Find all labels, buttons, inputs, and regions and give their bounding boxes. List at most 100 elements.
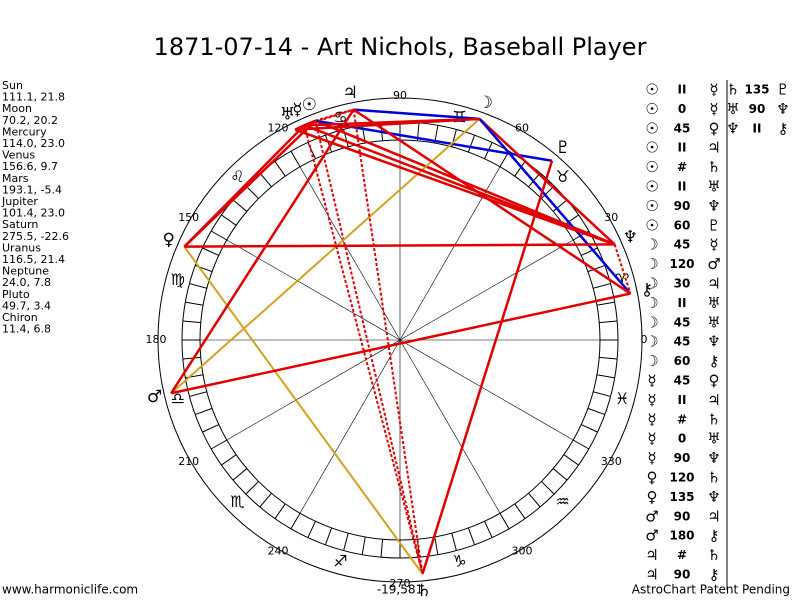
degree-tick (467, 527, 476, 546)
aspect-glyph: ♅ (726, 100, 739, 118)
aspect-line (170, 118, 481, 395)
aspect-glyph: ♃ (707, 275, 720, 293)
aspect-glyph: ☽ (645, 294, 658, 312)
degree-tick (451, 533, 457, 551)
degree-tick (189, 391, 207, 397)
degree-tick (484, 521, 493, 538)
planet-coords: 70.2, 20.2 (2, 114, 58, 127)
aspect-glyph: ☽ (645, 275, 658, 293)
aspect-type: 30 (674, 277, 691, 291)
degree-tick (221, 214, 237, 226)
aspect-type: II (678, 83, 687, 97)
degree-tick (552, 468, 568, 481)
degree-tick (499, 512, 510, 530)
degree-tick (232, 199, 248, 212)
aspect-type: 120 (669, 471, 694, 485)
planet-name: Mars (2, 172, 29, 185)
aspect-glyph: ⚷ (709, 527, 720, 545)
planet-glyph: ♂ (147, 387, 162, 407)
degree-tick (581, 247, 598, 256)
aspect-type: 0 (678, 432, 686, 446)
degree-tick (434, 536, 439, 555)
degree-tick (221, 454, 237, 466)
spoke (399, 339, 574, 441)
degree-tick (324, 527, 333, 546)
aspect-glyph: ☉ (645, 100, 658, 118)
footer-center: -19,581 (377, 583, 423, 597)
degree-tick (593, 283, 611, 289)
degree-label: 0 (641, 333, 648, 346)
degree-tick (572, 439, 590, 450)
aspect-lines (170, 108, 632, 575)
degree-tick (245, 185, 259, 199)
aspect-type: # (677, 412, 687, 426)
degree-tick (259, 172, 272, 188)
planet-name: Saturn (2, 218, 38, 231)
degree-tick (245, 481, 259, 495)
degree-label: 150 (178, 211, 199, 224)
degree-tick (194, 407, 213, 416)
aspect-glyph: ☿ (647, 410, 656, 428)
planet-glyph: ☿ (292, 100, 302, 120)
aspect-line (613, 244, 632, 294)
aspect-glyph: ⚷ (709, 566, 720, 584)
planet-coords: 11.4, 6.8 (2, 323, 51, 336)
aspect-type: II (753, 121, 762, 135)
aspect-glyph: ♃ (645, 546, 658, 564)
degree-label: 120 (268, 122, 289, 135)
degree-tick (514, 161, 526, 177)
aspect-line (294, 128, 616, 246)
aspect-glyph: ☽ (645, 236, 658, 254)
degree-tick (528, 492, 541, 508)
planet-name: Mercury (2, 125, 47, 138)
aspect-line (170, 292, 631, 395)
aspect-line (183, 124, 306, 248)
spoke (399, 239, 574, 341)
aspect-type: 60 (674, 354, 691, 368)
degree-tick (593, 391, 611, 397)
aspect-glyph: ♇ (776, 81, 789, 99)
aspect-type: 90 (749, 102, 766, 116)
aspect-type: II (678, 180, 687, 194)
degree-label: 300 (512, 544, 533, 557)
planet-coords: 156.6, 9.7 (2, 160, 58, 173)
aspect-glyph: ♅ (707, 430, 720, 448)
planet-glyph: ♀ (162, 230, 174, 250)
degree-label: 270 (390, 577, 411, 590)
aspect-glyph: ♀ (647, 469, 658, 487)
degree-tick (210, 230, 228, 241)
degree-tick (596, 301, 615, 306)
sign-glyph: ♏ (230, 492, 244, 511)
aspect-type: 45 (674, 121, 691, 135)
degree-tick (290, 512, 301, 530)
aspect-glyph: ♄ (726, 81, 739, 99)
aspect-glyph: ☉ (645, 158, 658, 176)
degree-tick (599, 356, 618, 360)
aspect-glyph: ♃ (645, 566, 658, 584)
degree-label: 180 (146, 333, 167, 346)
aspect-glyph: ☉ (645, 81, 658, 99)
degree-tick (563, 454, 579, 466)
planet-glyph: ⚷ (641, 280, 653, 300)
aspect-glyph: ♃ (707, 139, 720, 157)
degree-tick (587, 407, 606, 416)
planet-name: Venus (2, 149, 35, 162)
planet-glyph: ☽ (478, 93, 493, 113)
planet-glyph: ☉ (302, 95, 317, 115)
aspect-line (421, 160, 554, 575)
spoke (226, 239, 401, 341)
aspect-glyph: ♅ (707, 313, 720, 331)
aspect-line (314, 120, 424, 575)
aspect-line (184, 243, 615, 248)
aspect-glyph: ☉ (645, 119, 658, 137)
aspect-glyph: ☿ (647, 391, 656, 409)
degree-tick (290, 150, 301, 168)
degree-tick (189, 283, 207, 289)
spoke (399, 166, 501, 341)
aspect-glyph: ⚷ (709, 352, 720, 370)
planet-coords: 49.7, 3.4 (2, 299, 51, 312)
aspect-glyph: ♆ (726, 119, 739, 137)
aspect-glyph: ♄ (707, 410, 720, 428)
degree-tick (202, 247, 219, 256)
